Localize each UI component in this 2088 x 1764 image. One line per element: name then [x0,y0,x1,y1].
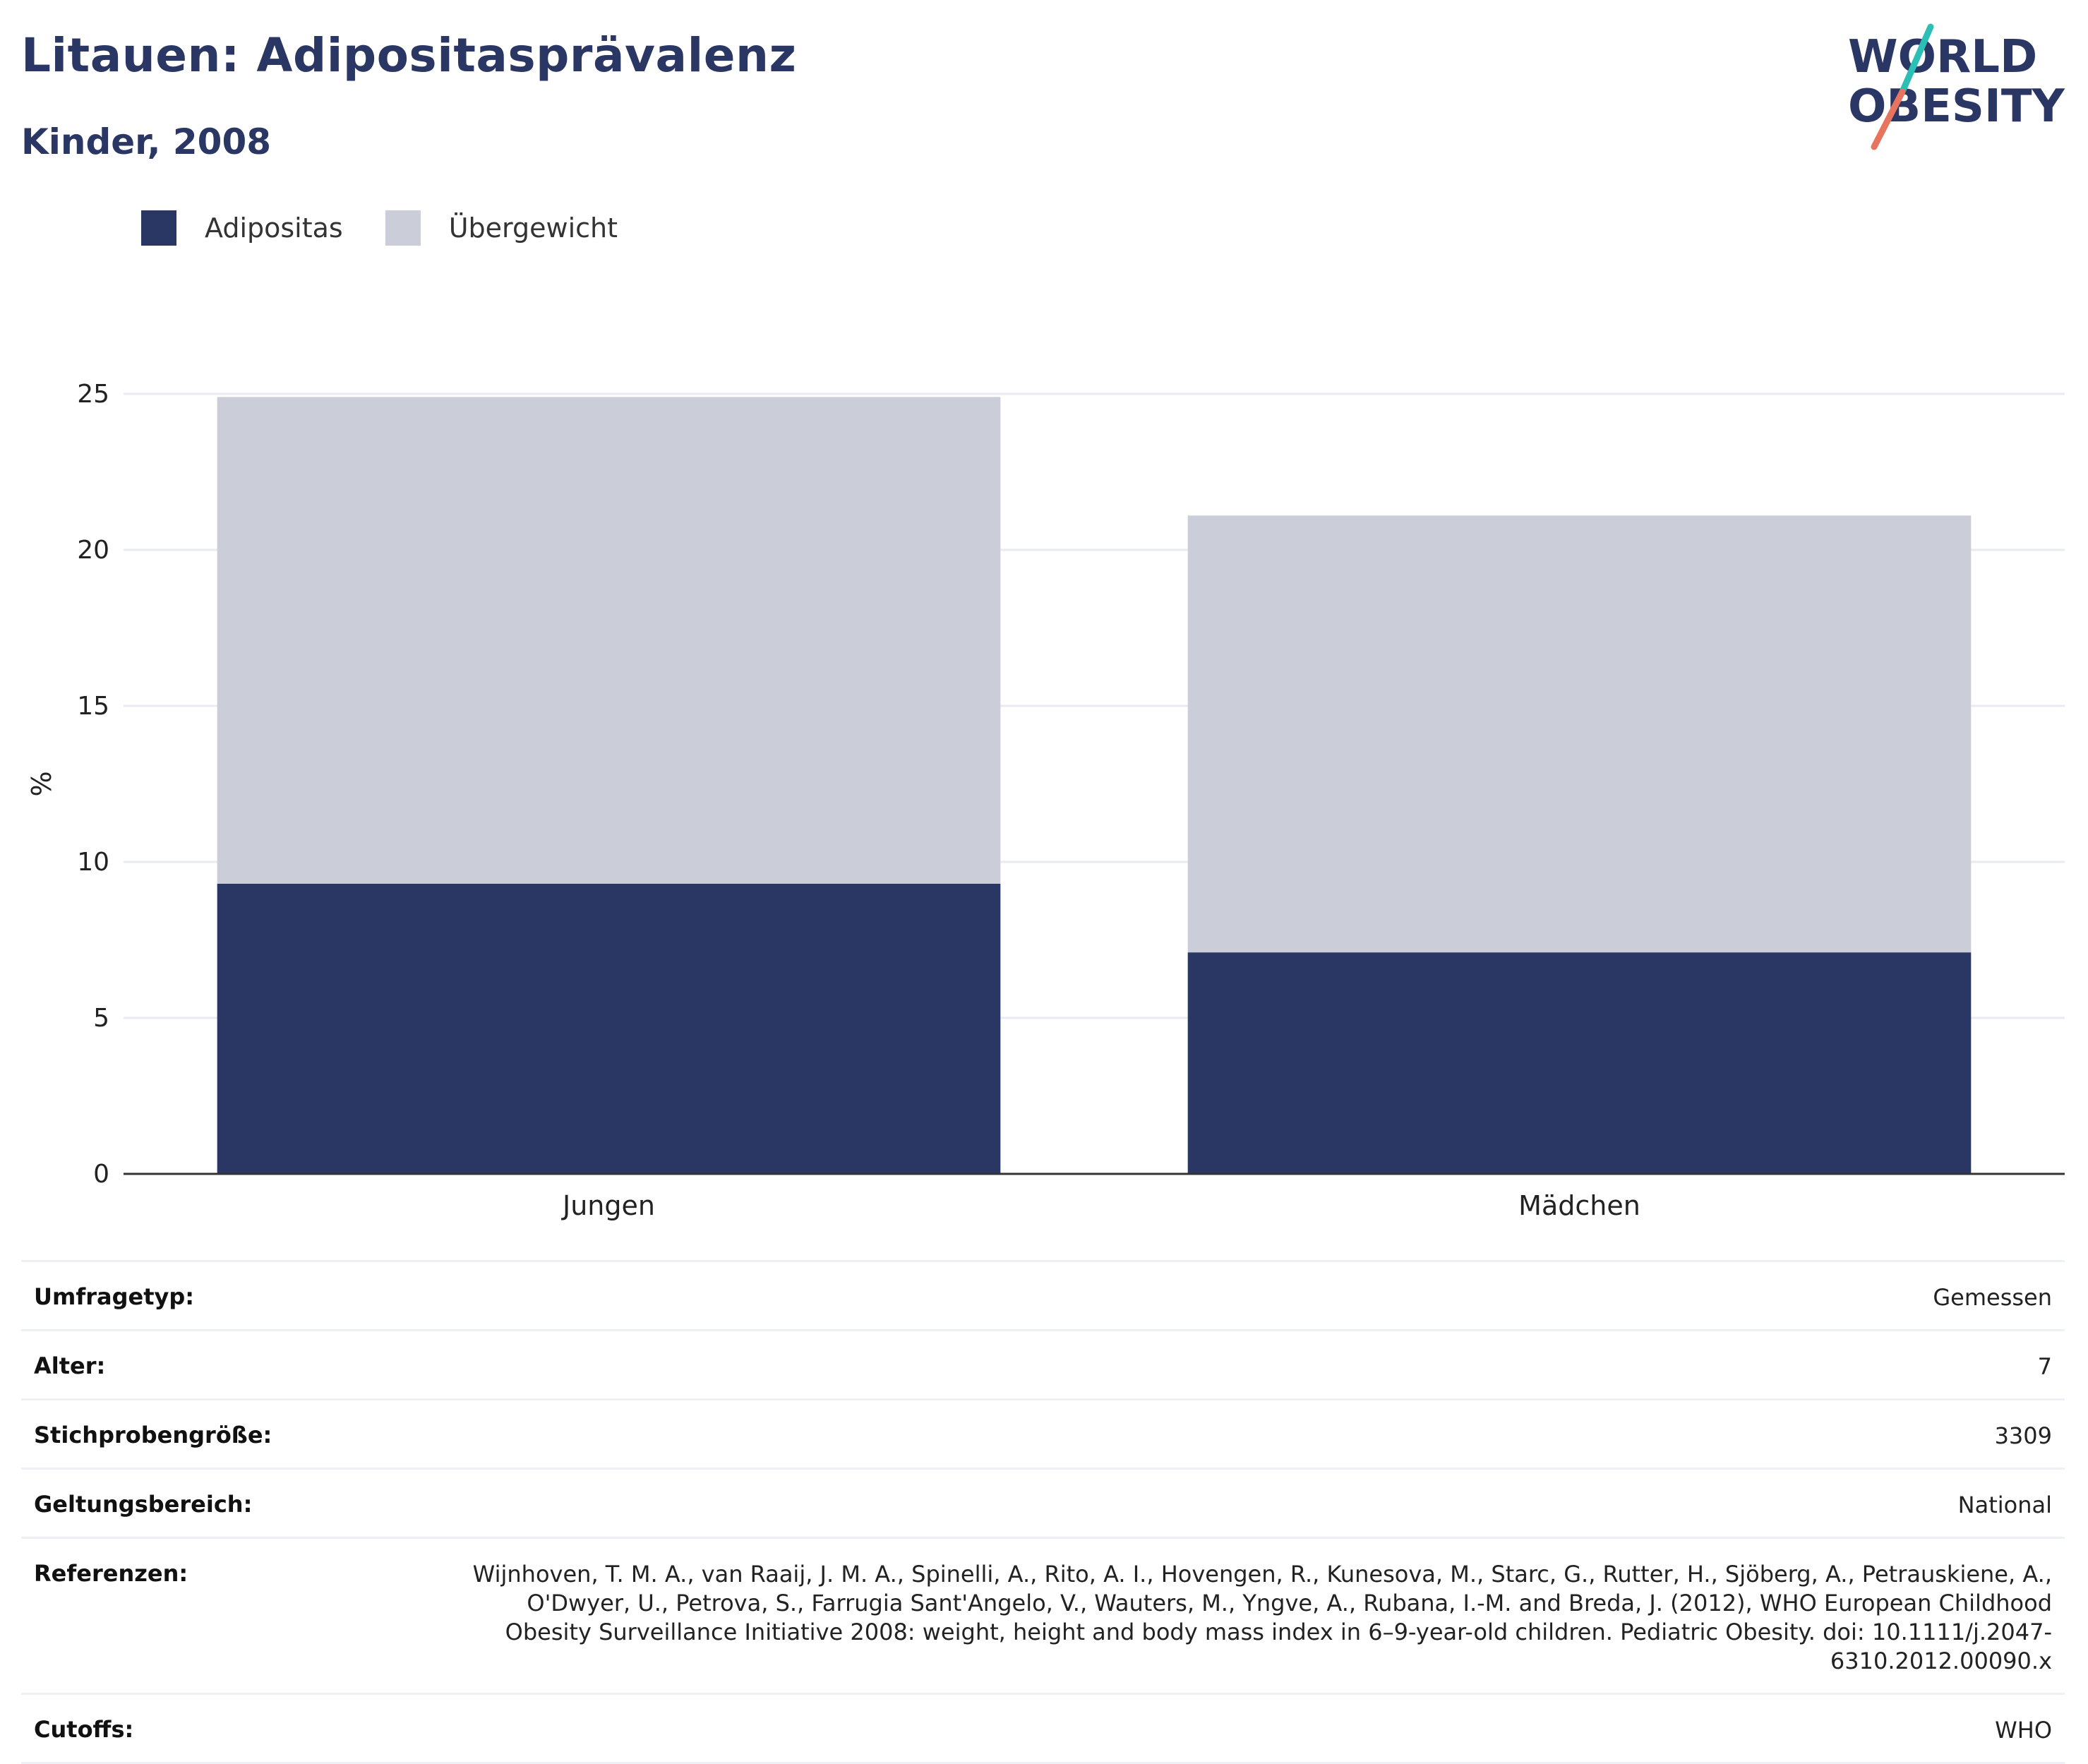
bar-uebergewicht-jungen [217,397,1001,884]
info-label: Stichprobengröße: [34,1421,272,1448]
bar-adipositas-maedchen [1187,952,1972,1174]
legend-label-uebergewicht: Übergewicht [448,212,618,244]
bar-chart: 0 5 10 15 20 25% Jungen Mädchen [26,380,2065,1221]
info-label: Cutoffs: [34,1715,134,1743]
info-value: Gemessen [1933,1284,2052,1311]
chart-subtitle: Kinder, 2008 [21,121,272,162]
info-label: Alter: [34,1352,106,1379]
legend-swatch-uebergewicht [385,210,421,246]
info-table: Umfragetyp: Gemessen Alter: 7 Stichprobe… [21,1260,2065,1764]
info-row-survey-type: Umfragetyp: Gemessen [21,1262,2065,1331]
y-axis-label: % [26,771,57,796]
y-tick-label: 5 [93,1004,109,1033]
info-row-cutoffs: Cutoffs: WHO [21,1695,2065,1764]
chart-title: Litauen: Adipositasprävalenz [21,28,797,83]
info-row-sample-size: Stichprobengröße: 3309 [21,1400,2065,1470]
info-row-scope: Geltungsbereich: National [21,1470,2065,1539]
legend-item-adipositas: Adipositas [141,210,343,246]
info-value: WHO [1995,1716,2052,1744]
logo-line-2: OBESITY [1848,80,2065,133]
bar-uebergewicht-maedchen [1187,515,1972,953]
info-row-age: Alter: 7 [21,1331,2065,1400]
legend-label-adipositas: Adipositas [205,212,343,244]
info-label: Geltungsbereich: [34,1490,253,1518]
bar-adipositas-jungen [217,883,1001,1174]
world-obesity-logo: WORLD OBESITY [1848,23,2065,150]
logo-slash-top [1899,23,1934,95]
y-tick-label: 25 [77,380,109,409]
y-tick-label: 10 [77,848,109,877]
x-tick-label: Mädchen [1518,1190,1640,1221]
info-value: Wijnhoven, T. M. A., van Raaij, J. M. A.… [472,1560,2052,1674]
info-value: 7 [2037,1352,2052,1380]
chart-legend: Adipositas Übergewicht [141,210,660,246]
info-label: Umfragetyp: [34,1283,195,1310]
legend-item-uebergewicht: Übergewicht [385,210,618,246]
x-tick-label: Jungen [561,1190,655,1221]
logo-line-1: WORLD [1848,31,2037,83]
info-row-references: Referenzen: Wijnhoven, T. M. A., van Raa… [21,1539,2065,1695]
info-value: 3309 [1994,1422,2052,1449]
y-tick-label: 0 [93,1160,109,1189]
logo-slash-bottom [1871,88,1906,150]
info-label: Referenzen: [34,1559,188,1587]
y-tick-label: 15 [77,692,109,721]
info-value: National [1957,1491,2052,1518]
legend-swatch-adipositas [141,210,176,246]
y-tick-label: 20 [77,536,109,565]
